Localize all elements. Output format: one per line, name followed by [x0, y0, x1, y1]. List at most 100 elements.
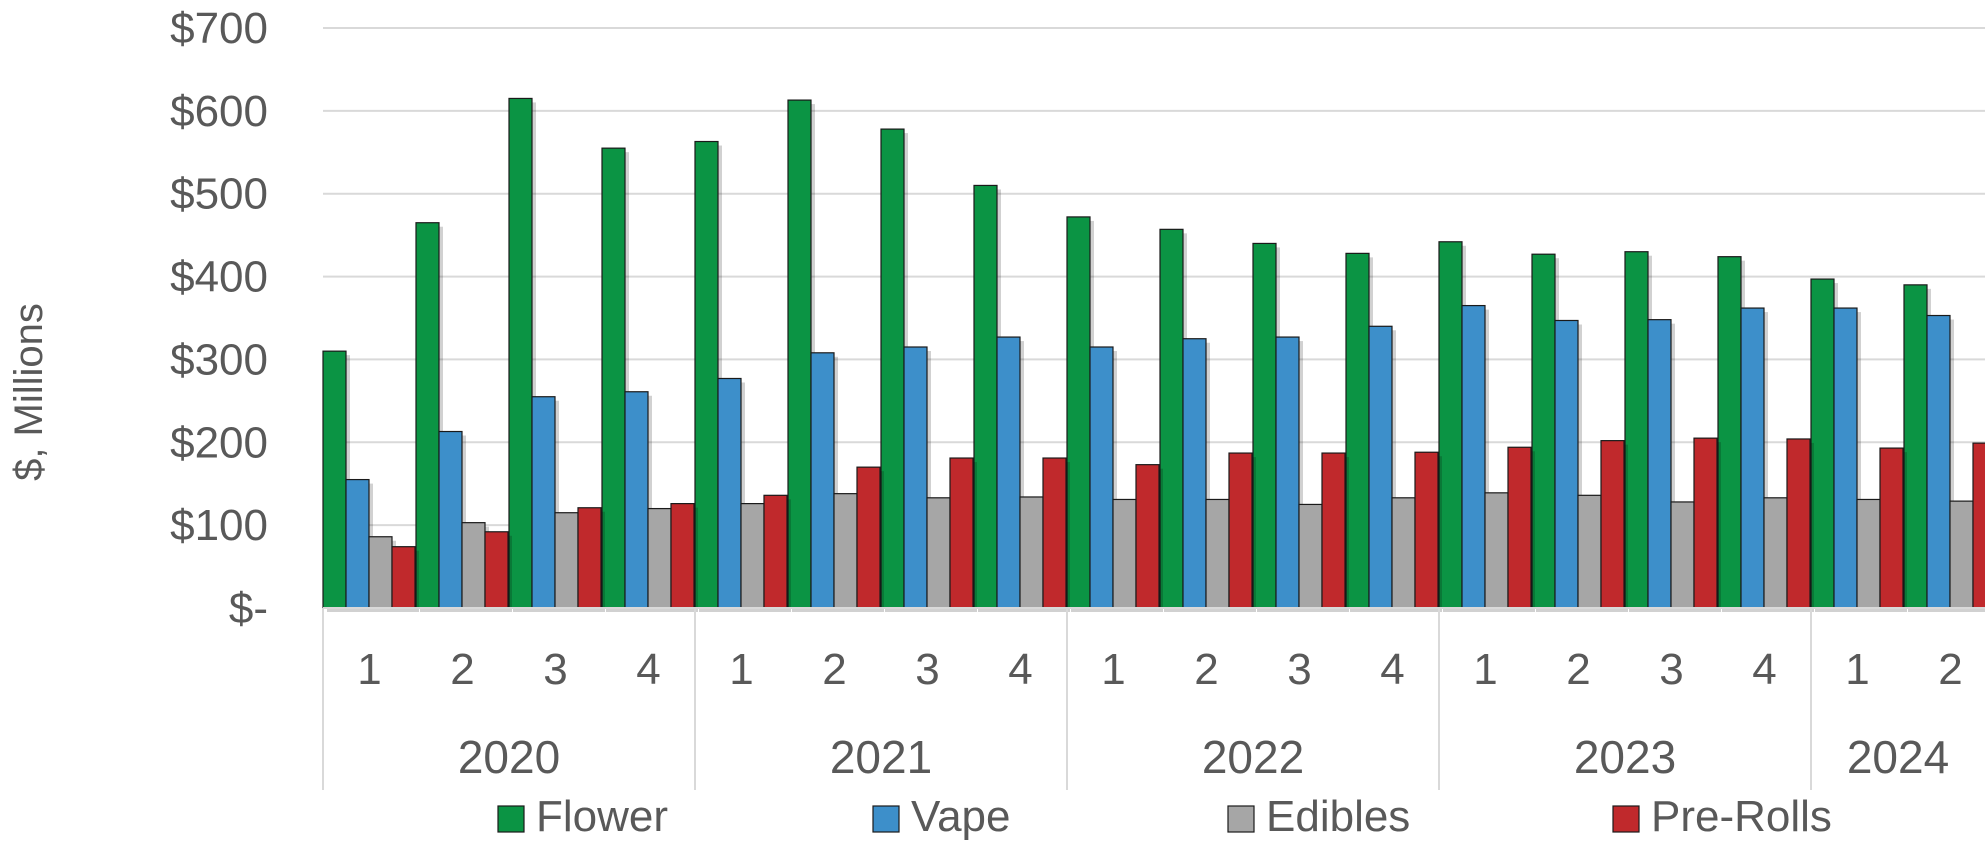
- bar-pre-rolls: [1228, 452, 1253, 609]
- x-axis: 1 2 3 4 1 2 3 4 1 2 3 4 1 2 3 4 1 2 2020 2021 2022 2023 2024: [322, 607, 1985, 790]
- x-tick-label: 4: [636, 645, 660, 694]
- bar-pre-rolls: [1507, 446, 1532, 609]
- bar-flower: [787, 99, 812, 609]
- x-tick-label: 4: [1380, 645, 1404, 694]
- y-tick-label: $500: [170, 170, 268, 219]
- x-tick-label: 4: [1752, 645, 1776, 694]
- bar-flower: [1903, 284, 1928, 609]
- bar-edibles: [647, 507, 672, 609]
- x-tick-label: 3: [1287, 645, 1311, 694]
- bar-edibles: [740, 503, 765, 609]
- gridlines: [323, 27, 1985, 527]
- bar-edibles: [926, 497, 951, 609]
- bars: [322, 97, 1985, 613]
- bar-edibles: [461, 522, 486, 609]
- bar-flower: [1624, 251, 1649, 609]
- bar-flower: [1810, 278, 1835, 609]
- x-tick-label: 1: [1101, 645, 1125, 694]
- bar-flower: [1345, 252, 1370, 609]
- bar-edibles: [554, 512, 579, 609]
- x-tick-label: 2: [450, 645, 474, 694]
- bar-flower: [1252, 242, 1277, 609]
- bar-pre-rolls: [856, 466, 881, 609]
- bar-flower: [1717, 256, 1742, 609]
- bar-vape: [1554, 319, 1579, 609]
- bar-pre-rolls: [1693, 437, 1718, 609]
- bar-vape: [345, 478, 370, 609]
- y-axis-label: $, Millions: [7, 303, 51, 481]
- bar-vape: [903, 346, 928, 609]
- bar-flower: [415, 222, 440, 609]
- legend-label: Vape: [911, 792, 1011, 841]
- x-group-label: 2022: [1202, 731, 1304, 783]
- bar-vape: [810, 352, 835, 609]
- bar-pre-rolls: [1414, 451, 1439, 609]
- x-tick-label: 1: [1845, 645, 1869, 694]
- bar-pre-rolls: [949, 457, 974, 609]
- bar-flower: [880, 128, 905, 609]
- x-group-label: 2023: [1574, 731, 1676, 783]
- x-tick-label: 2: [1566, 645, 1590, 694]
- legend-label: Edibles: [1266, 792, 1410, 841]
- y-axis-ticks: $- $100 $200 $300 $400 $500 $600 $700: [170, 4, 268, 633]
- bar-edibles: [1763, 497, 1788, 609]
- bar-edibles: [1019, 496, 1044, 609]
- y-tick-label: $100: [170, 501, 268, 550]
- bar-vape: [1647, 319, 1672, 609]
- legend-label: Pre-Rolls: [1651, 792, 1832, 841]
- bar-flower: [1066, 216, 1091, 609]
- y-tick-label: $400: [170, 253, 268, 302]
- bar-pre-rolls: [1786, 438, 1811, 609]
- x-tick-label: 1: [729, 645, 753, 694]
- bar-vape: [1368, 325, 1393, 609]
- x-tick-label: 2: [1194, 645, 1218, 694]
- x-tick-label: 3: [543, 645, 567, 694]
- bar-vape: [1089, 346, 1114, 609]
- bar-edibles: [1484, 492, 1509, 609]
- y-tick-label: $300: [170, 335, 268, 384]
- bar-edibles: [368, 536, 393, 609]
- bar-edibles: [1949, 500, 1974, 609]
- bar-flower: [694, 140, 719, 609]
- bar-edibles: [1298, 503, 1323, 609]
- bar-pre-rolls: [1042, 457, 1067, 609]
- legend-swatch: [1612, 805, 1640, 833]
- x-group-label: 2020: [458, 731, 560, 783]
- x-tick-label: 1: [1473, 645, 1497, 694]
- x-tick-label: 1: [357, 645, 381, 694]
- bar-pre-rolls: [1600, 440, 1625, 609]
- bar-vape: [624, 391, 649, 609]
- bar-vape: [1275, 336, 1300, 609]
- bar-flower: [1531, 253, 1556, 609]
- bar-pre-rolls: [484, 531, 509, 609]
- x-tick-label: 3: [1659, 645, 1683, 694]
- bar-vape: [438, 430, 463, 609]
- legend: Flower Vape Edibles Pre-Rolls: [497, 792, 1832, 841]
- bar-vape: [1833, 307, 1858, 609]
- bar-flower: [508, 97, 533, 609]
- bar-pre-rolls: [763, 494, 788, 609]
- bar-edibles: [1856, 498, 1881, 609]
- bar-flower: [1438, 241, 1463, 609]
- y-tick-label: $200: [170, 418, 268, 467]
- legend-swatch: [497, 805, 525, 833]
- bar-edibles: [1577, 494, 1602, 609]
- bar-edibles: [833, 493, 858, 609]
- bar-flower: [973, 184, 998, 609]
- bar-edibles: [1670, 501, 1695, 609]
- legend-swatch: [872, 805, 900, 833]
- bar-vape: [531, 396, 556, 609]
- legend-label: Flower: [536, 792, 668, 841]
- bar-vape: [717, 377, 742, 609]
- bar-vape: [1182, 338, 1207, 609]
- bar-edibles: [1391, 497, 1416, 609]
- x-group-label: 2024: [1847, 731, 1949, 783]
- bar-flower: [322, 350, 347, 609]
- bar-pre-rolls: [1879, 447, 1904, 609]
- x-group-label: 2021: [830, 731, 932, 783]
- bar-pre-rolls: [1135, 464, 1160, 609]
- x-tick-label: 3: [915, 645, 939, 694]
- bar-flower: [601, 147, 626, 609]
